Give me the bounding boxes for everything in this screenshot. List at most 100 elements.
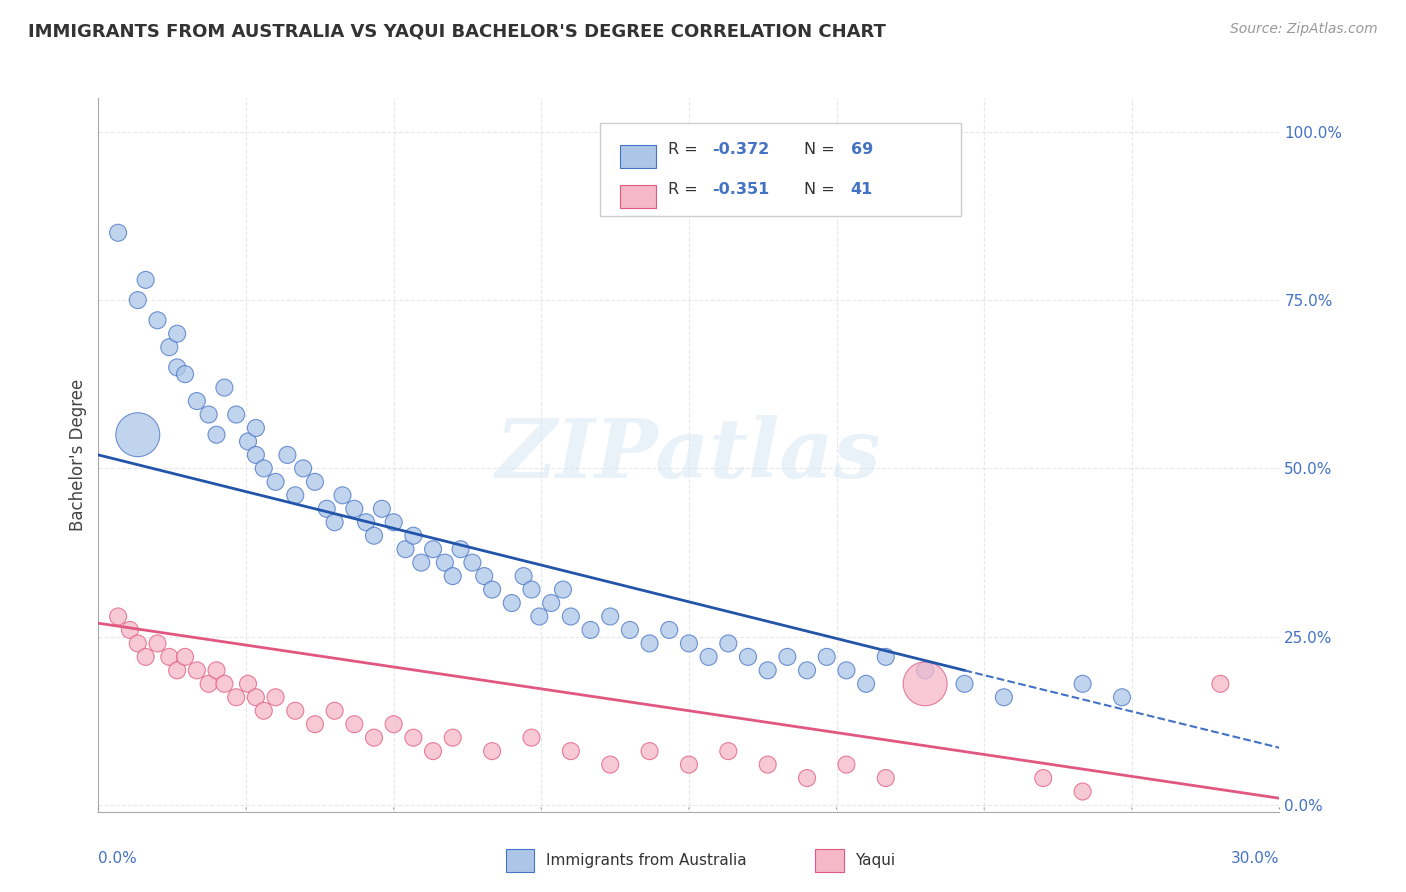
Point <box>343 501 366 516</box>
Point <box>236 434 259 449</box>
Text: 0.0%: 0.0% <box>98 851 138 866</box>
Point <box>422 744 444 758</box>
Point <box>776 649 799 664</box>
Point <box>146 313 169 327</box>
Point <box>678 757 700 772</box>
Point <box>619 623 641 637</box>
Point <box>737 649 759 664</box>
Point <box>107 609 129 624</box>
Point <box>118 623 141 637</box>
Point <box>245 448 267 462</box>
Point <box>135 649 157 664</box>
Point <box>835 664 858 678</box>
Point <box>371 501 394 516</box>
Point <box>1209 677 1232 691</box>
Point <box>461 556 484 570</box>
Point <box>323 515 346 529</box>
Text: 30.0%: 30.0% <box>1232 851 1279 866</box>
Point <box>197 408 219 422</box>
Point <box>214 381 236 395</box>
Point <box>276 448 298 462</box>
Point <box>186 664 208 678</box>
Text: R =: R = <box>668 142 703 157</box>
Point <box>205 427 228 442</box>
Point <box>481 582 503 597</box>
Point <box>253 461 276 475</box>
Point <box>796 771 818 785</box>
Text: 41: 41 <box>851 182 873 197</box>
Point <box>658 623 681 637</box>
Point <box>993 690 1015 705</box>
Text: -0.372: -0.372 <box>713 142 770 157</box>
Point <box>382 717 405 731</box>
Point <box>135 273 157 287</box>
Point <box>225 690 247 705</box>
Point <box>540 596 562 610</box>
Y-axis label: Bachelor's Degree: Bachelor's Degree <box>69 379 87 531</box>
Point <box>166 326 188 341</box>
Point <box>717 636 740 650</box>
Point <box>520 582 543 597</box>
Point <box>599 757 621 772</box>
Point <box>450 542 472 557</box>
Point <box>422 542 444 557</box>
Point <box>1111 690 1133 705</box>
Point <box>127 293 149 307</box>
Point <box>186 394 208 409</box>
Point <box>174 649 197 664</box>
Text: R =: R = <box>668 182 703 197</box>
Point <box>433 556 456 570</box>
Point <box>551 582 574 597</box>
Point <box>579 623 602 637</box>
Point <box>382 515 405 529</box>
Point <box>205 664 228 678</box>
Point <box>815 649 838 664</box>
Point <box>411 556 433 570</box>
Text: Immigrants from Australia: Immigrants from Australia <box>546 854 747 868</box>
Text: -0.351: -0.351 <box>713 182 770 197</box>
Text: Source: ZipAtlas.com: Source: ZipAtlas.com <box>1230 22 1378 37</box>
Point <box>304 717 326 731</box>
Point <box>1071 677 1094 691</box>
Point <box>284 488 307 502</box>
Text: 69: 69 <box>851 142 873 157</box>
Point <box>236 677 259 691</box>
Text: ZIPatlas: ZIPatlas <box>496 415 882 495</box>
Point <box>157 340 180 354</box>
Point <box>520 731 543 745</box>
Point <box>127 427 149 442</box>
Point <box>245 690 267 705</box>
Point <box>363 529 385 543</box>
Text: Yaqui: Yaqui <box>855 854 896 868</box>
Point <box>441 731 464 745</box>
Point <box>481 744 503 758</box>
Point <box>560 609 582 624</box>
Point <box>402 731 425 745</box>
Point <box>638 744 661 758</box>
Text: IMMIGRANTS FROM AUSTRALIA VS YAQUI BACHELOR'S DEGREE CORRELATION CHART: IMMIGRANTS FROM AUSTRALIA VS YAQUI BACHE… <box>28 22 886 40</box>
Point <box>264 690 287 705</box>
Point <box>1071 784 1094 798</box>
Point <box>146 636 169 650</box>
Point <box>717 744 740 758</box>
Point <box>402 529 425 543</box>
Point <box>756 664 779 678</box>
Point <box>472 569 495 583</box>
FancyBboxPatch shape <box>600 123 960 216</box>
Point <box>127 636 149 650</box>
Bar <box>620 185 655 208</box>
Point <box>245 421 267 435</box>
Point <box>560 744 582 758</box>
Point <box>953 677 976 691</box>
Point <box>914 664 936 678</box>
Bar <box>620 145 655 168</box>
Point <box>638 636 661 650</box>
Point <box>914 677 936 691</box>
Point <box>166 664 188 678</box>
Point <box>501 596 523 610</box>
Point <box>332 488 354 502</box>
Point <box>264 475 287 489</box>
Point <box>363 731 385 745</box>
Point <box>697 649 720 664</box>
Text: N =: N = <box>803 182 839 197</box>
